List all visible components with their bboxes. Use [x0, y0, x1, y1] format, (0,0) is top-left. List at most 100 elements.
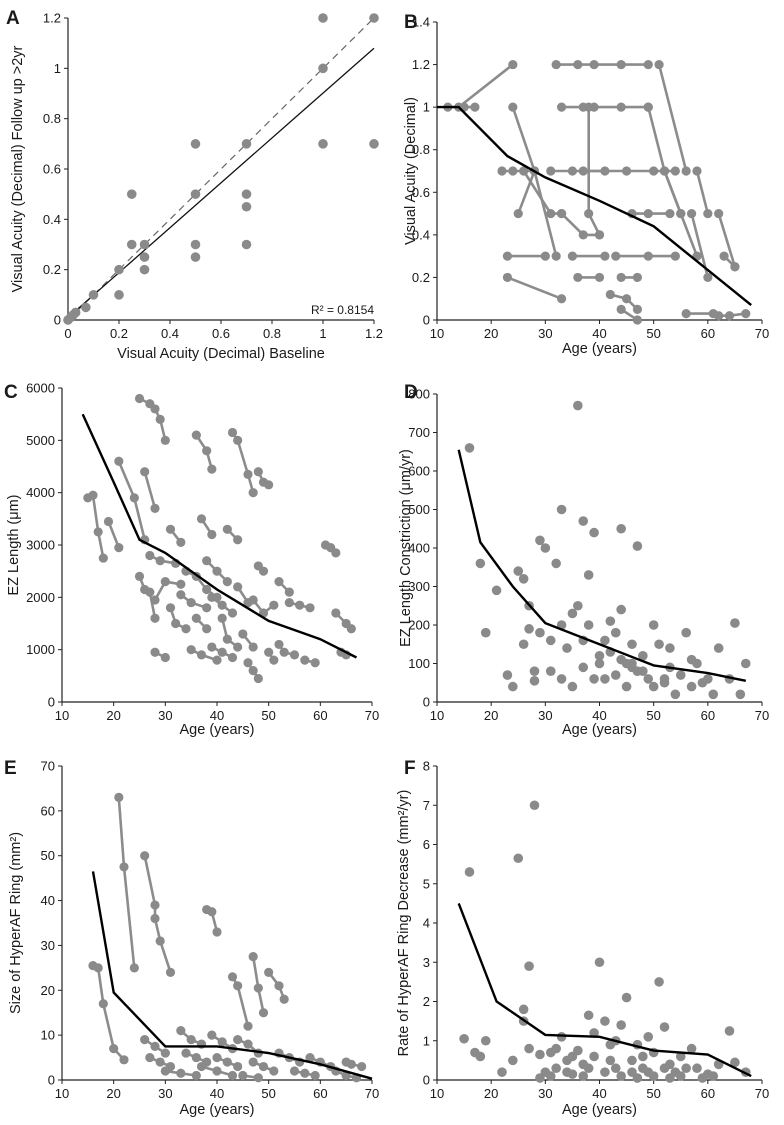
data-point [502, 272, 513, 283]
trajectory-line [511, 106, 558, 257]
data-point [318, 13, 328, 23]
panel-letter: A [6, 8, 20, 29]
x-tick-label: 40 [592, 708, 606, 723]
y-tick-label: 4000 [26, 485, 55, 500]
data-point [176, 590, 186, 600]
data-point [253, 1073, 263, 1083]
data-point [578, 662, 589, 673]
panel-letter: F [404, 758, 416, 779]
data-point [529, 676, 540, 686]
data-point [508, 1055, 518, 1066]
trajectory-line [107, 521, 121, 549]
data-point [238, 629, 248, 639]
data-point [524, 1043, 534, 1054]
data-point [160, 1066, 170, 1076]
data-point [616, 1071, 626, 1081]
data-point [654, 977, 664, 987]
data-point [279, 647, 289, 657]
data-point [518, 639, 529, 650]
data-point [724, 1026, 735, 1036]
data-point [540, 543, 551, 553]
data-point [165, 524, 176, 534]
y-tick-label: 1.2 [412, 57, 430, 72]
data-point [589, 527, 599, 538]
data-point [714, 311, 724, 321]
data-point [243, 1039, 253, 1049]
data-point [119, 862, 129, 872]
data-point [719, 251, 729, 261]
x-tick-label: 70 [755, 1086, 769, 1101]
trend-line [91, 871, 373, 1080]
data-point [114, 456, 124, 466]
data-point [217, 1037, 227, 1047]
data-point [248, 1057, 258, 1067]
data-point [114, 264, 124, 275]
data-point [305, 603, 315, 613]
data-point [181, 1048, 191, 1058]
x-tick-label: 60 [701, 326, 715, 341]
x-tick-label: 40 [210, 1086, 224, 1101]
data-point [589, 59, 599, 70]
data-point [643, 59, 653, 70]
data-point [190, 189, 201, 199]
data-point [600, 635, 610, 646]
data-point [196, 1061, 207, 1072]
trajectory-line [657, 64, 688, 172]
data-point [269, 1066, 279, 1076]
trajectory-line [143, 471, 157, 509]
data-point [155, 556, 165, 566]
x-axis-label: Age (years) [562, 341, 637, 357]
x-tick-label: 50 [261, 708, 275, 723]
data-point [508, 59, 518, 70]
x-tick-label: 10 [430, 326, 444, 341]
data-point [659, 1022, 670, 1032]
data-point [567, 681, 578, 692]
panel-a: 0 0.2 0.4 0.6 0.8 1 1.2 0 0.2 0.4 0.6 0.8 1 1.2 A Visua… [6, 8, 383, 362]
trajectory-line [517, 170, 536, 215]
data-point [681, 166, 691, 176]
data-point [155, 1057, 165, 1067]
data-point [202, 446, 212, 456]
data-point [274, 981, 284, 991]
data-point [584, 102, 594, 112]
y-tick-label: 0.2 [43, 262, 61, 277]
panel-b: 0 0.2 0.4 0.6 0.8 1 1.2 1.4 10 20 30 40 50 60 70 B Age (… [403, 12, 769, 357]
data-point [139, 252, 150, 262]
data-point [611, 251, 621, 261]
x-tick-label: 70 [755, 708, 769, 723]
data-point [264, 480, 274, 490]
data-point [708, 689, 719, 700]
data-point [346, 624, 356, 634]
data-point [594, 230, 605, 240]
y-axis-label: Rate of HyperAF Ring Decrease (mm²/yr) [396, 790, 412, 1057]
data-point [217, 647, 227, 657]
trend-line [457, 902, 752, 1078]
data-point [191, 1070, 201, 1081]
x-tick-label: 1.2 [365, 326, 383, 341]
y-tick-label: 0 [423, 695, 430, 710]
trajectory-line [92, 964, 125, 1061]
data-point [207, 907, 217, 917]
y-tick-label: 8 [423, 759, 430, 774]
data-point [238, 1070, 248, 1081]
data-point [605, 616, 616, 626]
y-tick-label: 5000 [26, 433, 55, 448]
data-point [556, 294, 567, 304]
trajectory-line [117, 797, 136, 969]
data-point [274, 639, 284, 650]
x-tick-label: 0.8 [263, 326, 281, 341]
data-point [217, 600, 227, 610]
data-point [222, 634, 232, 644]
data-point [207, 592, 217, 602]
y-tick-label: 2 [423, 994, 430, 1009]
data-point [648, 1071, 659, 1081]
y-tick-label: 6 [423, 837, 430, 852]
y-tick-label: 60 [41, 803, 55, 818]
data-point [227, 972, 238, 982]
x-tick-label: 20 [484, 326, 498, 341]
data-point [119, 1055, 129, 1065]
y-tick-label: 10 [41, 1028, 55, 1043]
data-point [573, 59, 583, 70]
data-point [713, 643, 724, 653]
